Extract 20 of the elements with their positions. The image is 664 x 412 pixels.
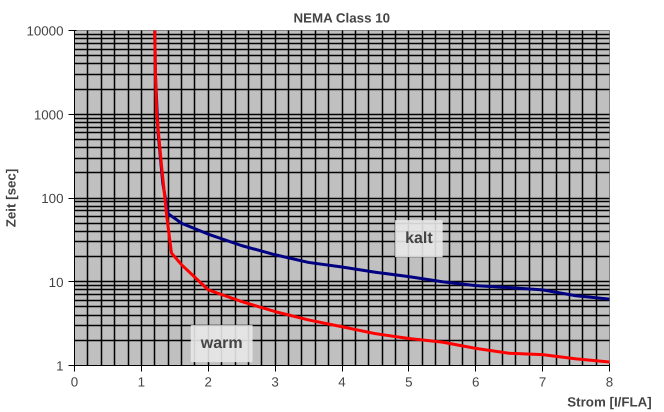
line-series [153, 30, 610, 364]
y-tick-label: 10 [48, 274, 64, 290]
x-tick-label: 7 [538, 374, 546, 390]
x-tick-label: 8 [606, 374, 614, 390]
y-axis-title: Zeit [sec] [3, 168, 18, 228]
y-tick-label: 10000 [26, 24, 64, 38]
x-tick-label: 3 [271, 374, 279, 390]
x-tick-label: 6 [472, 374, 480, 390]
x-tick-label: 0 [70, 374, 78, 390]
y-tick-label: 100 [41, 191, 64, 206]
chart-title: NEMA Class 10 [293, 10, 390, 26]
y-tick-label: 1000 [34, 107, 64, 122]
x-tick-label: 1 [138, 374, 146, 390]
x-tick-label: 5 [405, 374, 413, 390]
y-tick-label: 1 [56, 358, 64, 374]
series-label: kalt [405, 230, 434, 248]
x-tick-label: 4 [338, 374, 346, 390]
x-axis-title: Strom [I/FLA] [567, 394, 652, 410]
x-tick-label: 2 [204, 374, 212, 390]
series-label: warm [200, 335, 243, 352]
